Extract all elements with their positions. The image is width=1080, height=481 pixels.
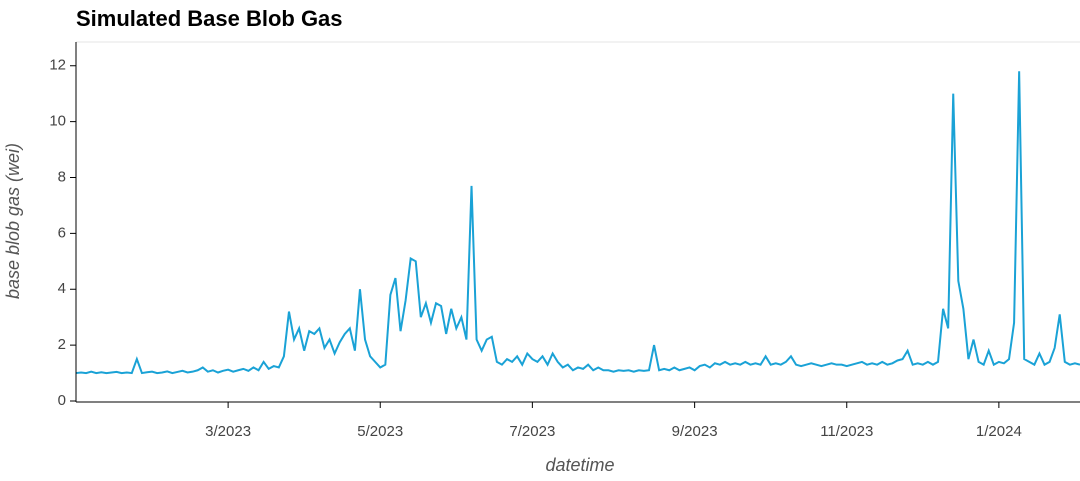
y-tick-label: 0 — [58, 392, 66, 409]
y-tick-label: 10 — [49, 113, 66, 130]
x-tick-label: 5/2023 — [357, 423, 403, 440]
y-tick-label: 6 — [58, 224, 66, 241]
y-tick-label: 4 — [58, 280, 66, 297]
x-tick-label: 9/2023 — [672, 423, 718, 440]
chart-title: Simulated Base Blob Gas — [76, 6, 343, 31]
x-axis-label: datetime — [545, 455, 614, 475]
x-tick-label: 3/2023 — [205, 423, 251, 440]
y-tick-label: 12 — [49, 57, 66, 74]
data-line — [75, 71, 1080, 375]
x-tick-label: 1/2024 — [976, 423, 1022, 440]
y-axis-label: base blob gas (wei) — [3, 143, 23, 299]
x-tick-label: 7/2023 — [509, 423, 555, 440]
y-tick-label: 2 — [58, 336, 66, 353]
x-tick-label: 11/2023 — [820, 423, 873, 440]
y-tick-label: 8 — [58, 168, 66, 185]
